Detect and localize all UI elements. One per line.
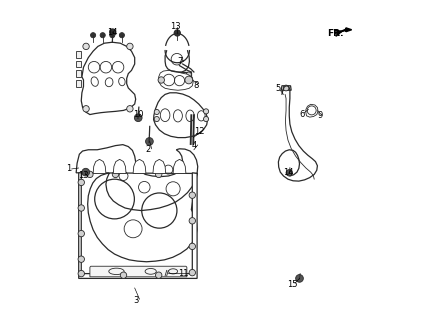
Text: 1: 1: [66, 164, 71, 173]
Text: FR.: FR.: [326, 29, 343, 38]
Polygon shape: [76, 145, 197, 262]
Text: 3: 3: [133, 296, 138, 305]
Polygon shape: [152, 159, 166, 173]
Polygon shape: [81, 42, 135, 115]
Polygon shape: [75, 70, 81, 77]
Polygon shape: [113, 159, 126, 173]
Circle shape: [295, 275, 303, 282]
Circle shape: [127, 43, 133, 50]
Circle shape: [155, 171, 162, 178]
Circle shape: [155, 272, 162, 278]
Circle shape: [189, 243, 195, 250]
Polygon shape: [133, 159, 145, 173]
Circle shape: [109, 29, 116, 35]
Text: 11: 11: [177, 269, 188, 278]
Circle shape: [173, 30, 180, 36]
Circle shape: [189, 218, 195, 224]
Circle shape: [100, 33, 105, 38]
Circle shape: [286, 170, 292, 176]
Text: 9: 9: [317, 111, 322, 120]
Circle shape: [110, 33, 115, 38]
Circle shape: [112, 171, 118, 178]
Circle shape: [134, 114, 142, 122]
Polygon shape: [78, 173, 197, 278]
Circle shape: [154, 116, 159, 122]
Text: 15: 15: [286, 280, 297, 289]
Polygon shape: [153, 93, 207, 138]
Circle shape: [127, 106, 133, 112]
Circle shape: [78, 270, 84, 277]
Circle shape: [154, 109, 159, 115]
Polygon shape: [162, 72, 191, 77]
Polygon shape: [75, 51, 81, 58]
Circle shape: [158, 77, 164, 83]
Circle shape: [174, 30, 180, 36]
Polygon shape: [173, 159, 185, 173]
Text: 13: 13: [78, 171, 88, 180]
Circle shape: [119, 33, 124, 38]
Circle shape: [184, 76, 192, 84]
Circle shape: [203, 109, 208, 114]
Polygon shape: [305, 104, 318, 117]
Text: 6: 6: [299, 110, 304, 119]
Polygon shape: [90, 266, 187, 277]
Circle shape: [145, 138, 153, 145]
Circle shape: [78, 179, 84, 186]
Circle shape: [90, 33, 95, 38]
Circle shape: [78, 256, 84, 262]
Polygon shape: [75, 61, 81, 67]
Circle shape: [83, 43, 89, 50]
Polygon shape: [75, 80, 81, 87]
Polygon shape: [281, 86, 290, 90]
Polygon shape: [159, 70, 193, 90]
Circle shape: [78, 230, 84, 237]
Circle shape: [120, 272, 127, 278]
Text: 5: 5: [275, 84, 280, 93]
Text: 14: 14: [106, 28, 117, 37]
Text: 7: 7: [177, 57, 183, 66]
Text: 14: 14: [283, 168, 293, 177]
Circle shape: [189, 192, 195, 198]
Text: 8: 8: [193, 81, 199, 90]
Text: 4: 4: [191, 141, 197, 150]
Text: 12: 12: [194, 127, 205, 136]
Text: 10: 10: [132, 110, 143, 119]
Circle shape: [86, 171, 93, 178]
Circle shape: [82, 168, 89, 176]
Circle shape: [186, 72, 191, 77]
Circle shape: [83, 106, 89, 112]
Polygon shape: [338, 28, 351, 32]
Circle shape: [163, 72, 168, 77]
Text: 13: 13: [170, 22, 180, 31]
Circle shape: [203, 116, 208, 122]
Text: 2: 2: [145, 145, 151, 154]
Circle shape: [78, 205, 84, 211]
Polygon shape: [93, 159, 106, 173]
Circle shape: [189, 269, 195, 276]
Circle shape: [283, 85, 288, 91]
